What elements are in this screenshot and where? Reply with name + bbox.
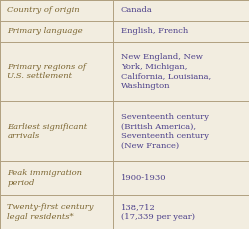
Text: 1900-1930: 1900-1930	[121, 174, 166, 182]
Text: Primary language: Primary language	[7, 27, 83, 35]
Text: English, French: English, French	[121, 27, 188, 35]
Text: Primary regions of
U.S. settlement: Primary regions of U.S. settlement	[7, 63, 86, 80]
Text: Peak immigration
period: Peak immigration period	[7, 169, 82, 187]
Text: New England, New
York, Michigan,
California, Louisiana,
Washington: New England, New York, Michigan, Califor…	[121, 53, 211, 90]
Text: 138,712
(17,339 per year): 138,712 (17,339 per year)	[121, 203, 195, 221]
Text: Canada: Canada	[121, 6, 153, 14]
Text: Twenty-first century
legal residents*: Twenty-first century legal residents*	[7, 203, 94, 221]
Text: Earliest significant
arrivals: Earliest significant arrivals	[7, 123, 88, 140]
Text: Country of origin: Country of origin	[7, 6, 80, 14]
Text: Seventeenth century
(British America),
Seventeenth century
(New France): Seventeenth century (British America), S…	[121, 113, 209, 150]
